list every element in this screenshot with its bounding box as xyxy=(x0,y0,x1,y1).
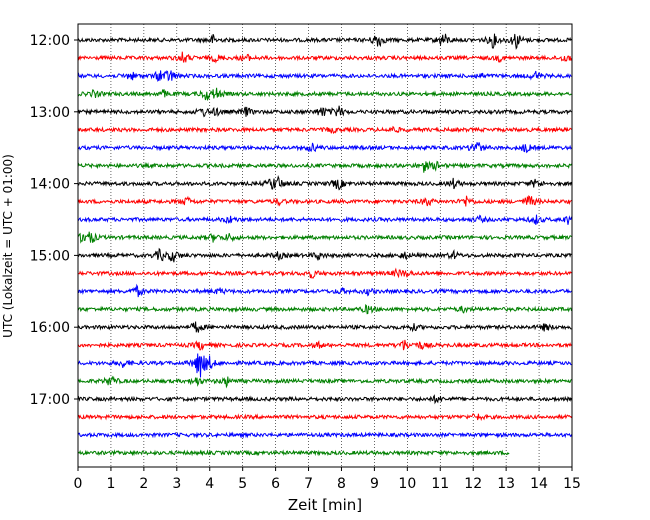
y-tick-label: 15:00 xyxy=(30,248,70,264)
x-tick-label: 0 xyxy=(74,476,83,492)
x-tick-label: 13 xyxy=(497,476,515,492)
trace-row xyxy=(77,375,572,389)
x-tick-label: 9 xyxy=(370,476,379,492)
x-axis-label: Zeit [min] xyxy=(288,496,362,514)
x-tick-label: 2 xyxy=(139,476,148,492)
trace-row xyxy=(77,51,572,64)
x-tick-label: 8 xyxy=(337,476,346,492)
trace-row xyxy=(77,431,572,439)
x-tick-label: 6 xyxy=(271,476,280,492)
trace-row xyxy=(77,449,510,457)
trace-row xyxy=(77,87,572,101)
y-axis-label: UTC (Lokalzeit = UTC + 01:00) xyxy=(1,154,15,338)
seismic-traces xyxy=(77,33,572,457)
x-tick-label: 4 xyxy=(205,476,214,492)
trace-row xyxy=(77,70,572,82)
trace-row xyxy=(77,174,572,191)
x-tick-label: 10 xyxy=(398,476,416,492)
y-tick-label: 12:00 xyxy=(30,33,70,49)
trace-row xyxy=(77,339,572,351)
trace-row xyxy=(77,413,572,422)
trace-row xyxy=(77,231,572,244)
x-tick-label: 15 xyxy=(563,476,581,492)
trace-row xyxy=(77,353,572,378)
x-tick-label: 11 xyxy=(431,476,449,492)
trace-row xyxy=(77,214,572,225)
trace-row xyxy=(77,105,572,118)
y-axis-ticks: 12:00 13:00 14:00 15:00 16:00 17:00 xyxy=(30,33,78,408)
trace-row xyxy=(77,160,572,173)
x-tick-label: 12 xyxy=(464,476,482,492)
x-tick-label: 14 xyxy=(530,476,548,492)
trace-row xyxy=(77,195,572,207)
x-tick-label: 5 xyxy=(238,476,247,492)
trace-row xyxy=(77,283,572,298)
x-tick-label: 3 xyxy=(172,476,181,492)
x-tick-label: 7 xyxy=(304,476,313,492)
x-tick-label: 1 xyxy=(106,476,115,492)
trace-row xyxy=(77,267,572,279)
plot-frame xyxy=(77,23,573,468)
y-tick-label: 16:00 xyxy=(30,320,70,336)
x-axis-ticks: 0 1 2 3 4 5 6 7 8 9 10 11 12 13 14 15 xyxy=(74,467,581,492)
trace-row xyxy=(77,394,572,405)
y-tick-label: 14:00 xyxy=(30,177,70,193)
trace-row xyxy=(77,142,572,154)
trace-row xyxy=(77,321,572,333)
y-tick-label: 17:00 xyxy=(30,392,70,408)
trace-row xyxy=(77,33,572,50)
trace-row xyxy=(77,247,572,263)
y-tick-label: 13:00 xyxy=(30,105,70,121)
trace-row xyxy=(77,303,572,315)
trace-row xyxy=(77,125,572,135)
vertical-grid xyxy=(110,24,540,467)
